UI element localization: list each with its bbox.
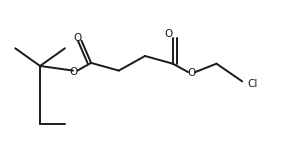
- Text: O: O: [188, 68, 196, 78]
- Text: Cl: Cl: [247, 79, 258, 89]
- Text: O: O: [74, 33, 82, 43]
- Text: O: O: [69, 67, 77, 77]
- Text: O: O: [165, 29, 173, 40]
